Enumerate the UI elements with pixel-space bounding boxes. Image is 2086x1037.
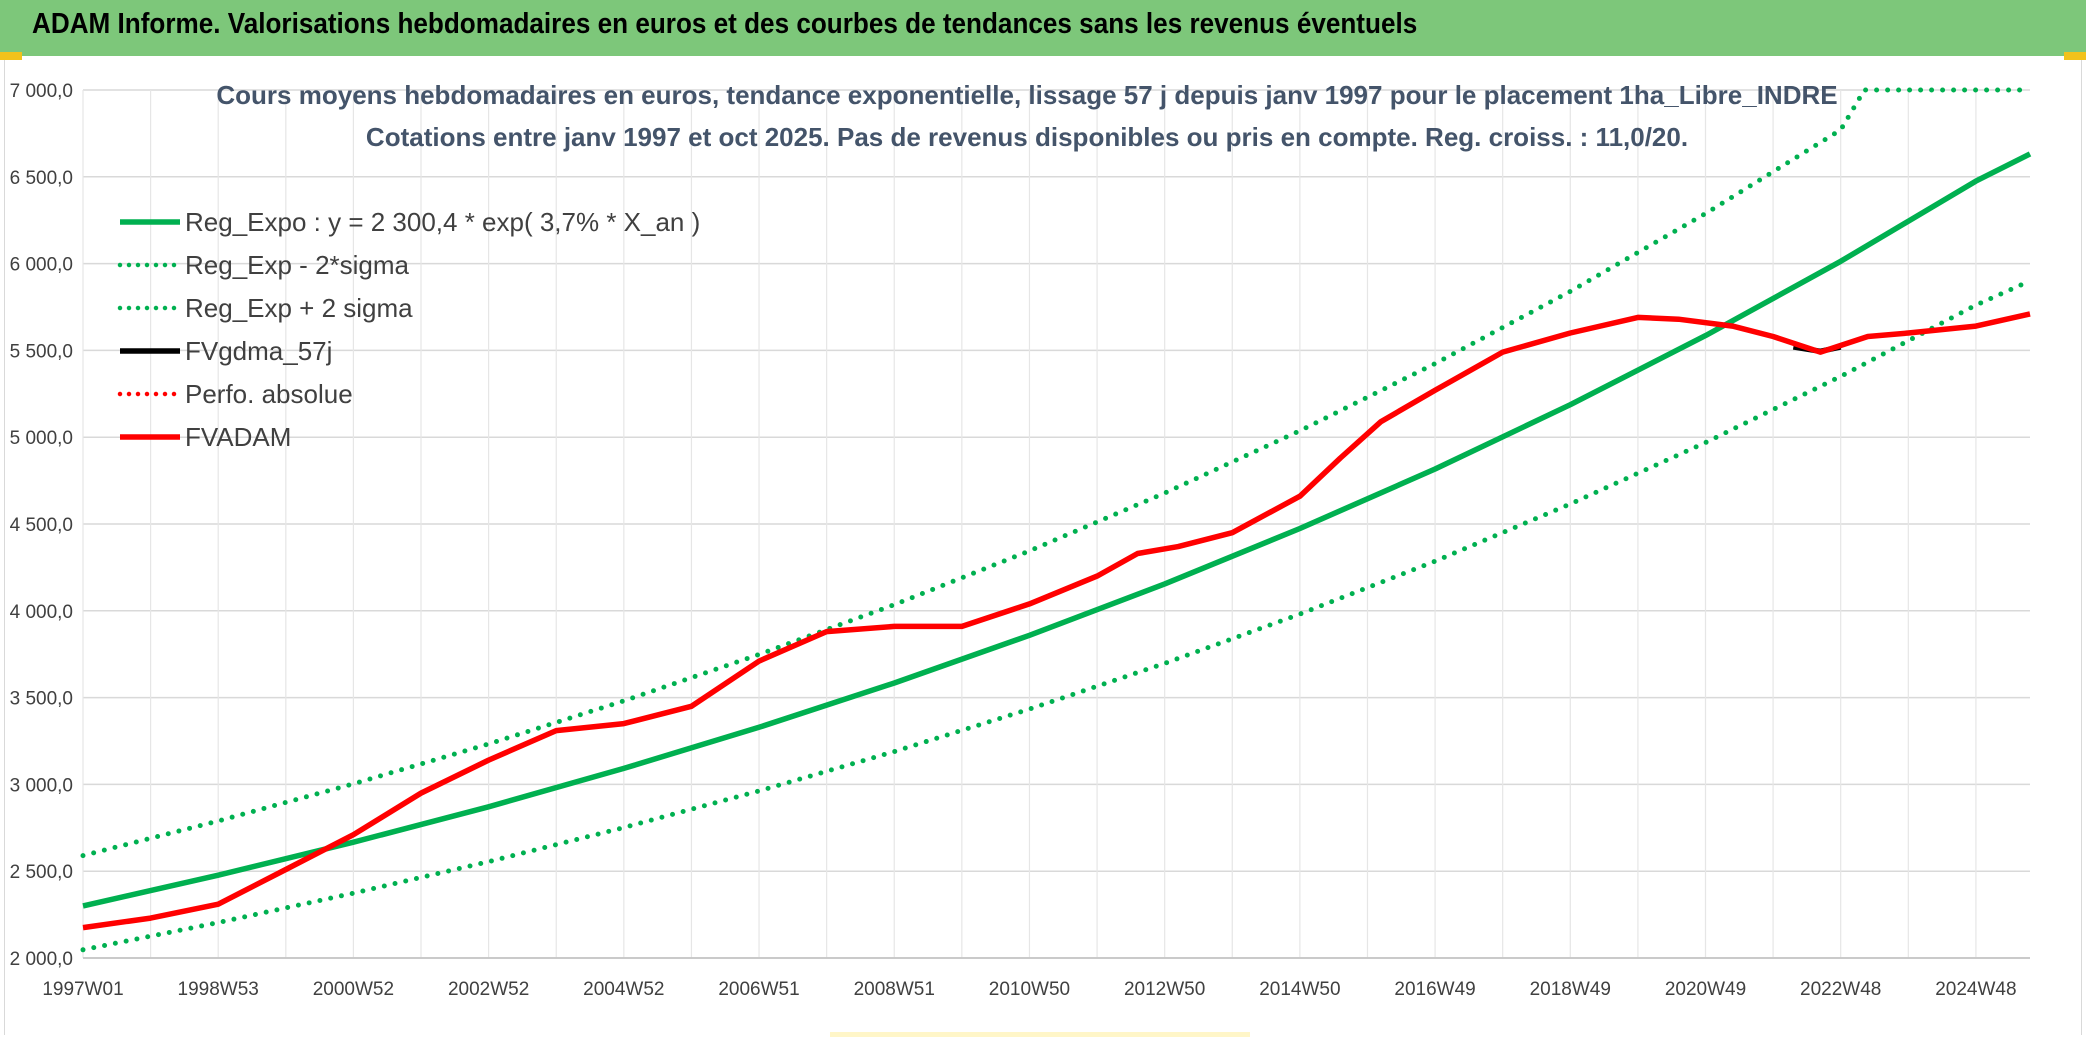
x-tick-label: 1998W53 — [178, 979, 259, 1000]
chart-area: 2 000,0 2 500,0 3 000,0 3 500,0 4 000,0 4 500… — [4, 60, 2082, 1035]
y-tick-label: 6 000,0 — [10, 255, 73, 276]
y-tick-label: 4 500,0 — [10, 515, 73, 536]
header-bar: ADAM Informe. Valorisations hebdomadaire… — [0, 0, 2086, 56]
x-tick-label: 2008W51 — [854, 979, 935, 1000]
legend-label: FVgdma_57j — [185, 336, 332, 366]
x-tick-label: 2016W49 — [1394, 979, 1475, 1000]
series-lines — [80, 87, 2033, 953]
series-line-fvadam — [82, 311, 2031, 931]
legend: Reg_Expo : y = 2 300,4 * exp( 3,7% * X_a… — [117, 207, 700, 452]
x-tick-label: 2024W48 — [1935, 979, 2016, 1000]
x-tick-label: 2022W48 — [1800, 979, 1881, 1000]
y-tick-label: 3 000,0 — [10, 775, 73, 796]
y-tick-label: 4 000,0 — [10, 602, 73, 623]
legend-label: FVADAM — [185, 422, 291, 452]
legend-label: Perfo. absolue — [185, 379, 353, 409]
x-tick-label: 2018W49 — [1530, 979, 1611, 1000]
right-corner-accent — [2064, 52, 2086, 60]
x-tick-label: 2014W50 — [1259, 979, 1340, 1000]
axis-ticks: 2 000,0 2 500,0 3 000,0 3 500,0 4 000,0 4 500… — [10, 81, 2017, 1000]
series-line-reg-exp-2-sigma — [80, 87, 2033, 859]
chart-title: Cours moyens hebdomadaires en euros, ten… — [216, 80, 1837, 110]
x-tick-label: 1997W01 — [42, 979, 123, 1000]
x-tick-label: 2006W51 — [718, 979, 799, 1000]
y-tick-label: 6 500,0 — [10, 168, 73, 189]
page-title: ADAM Informe. Valorisations hebdomadaire… — [32, 8, 1418, 40]
y-tick-label: 5 500,0 — [10, 341, 73, 362]
y-tick-label: 3 500,0 — [10, 689, 73, 710]
y-tick-label: 2 500,0 — [10, 862, 73, 883]
series-line-reg-expo-y-2-300-4-exp-3-7-x-an — [82, 151, 2032, 909]
x-tick-label: 2010W50 — [989, 979, 1070, 1000]
gridlines — [82, 89, 2030, 959]
x-tick-label: 2000W52 — [313, 979, 394, 1000]
x-tick-label: 2004W52 — [583, 979, 664, 1000]
series-line-reg-exp-2-sigma — [80, 278, 2033, 953]
y-tick-label: 5 000,0 — [10, 428, 73, 449]
y-tick-label: 2 000,0 — [10, 949, 73, 970]
bottom-accent — [830, 1032, 1250, 1037]
legend-label: Reg_Exp + 2 sigma — [185, 293, 413, 323]
x-tick-label: 2020W49 — [1665, 979, 1746, 1000]
left-corner-accent — [0, 52, 22, 60]
line-chart: 2 000,0 2 500,0 3 000,0 3 500,0 4 000,0 4 500… — [10, 80, 2033, 1000]
legend-label: Reg_Exp - 2*sigma — [185, 250, 410, 280]
x-tick-label: 2002W52 — [448, 979, 529, 1000]
legend-label: Reg_Expo : y = 2 300,4 * exp( 3,7% * X_a… — [185, 207, 700, 237]
y-tick-label: 7 000,0 — [10, 81, 73, 102]
x-tick-label: 2012W50 — [1124, 979, 1205, 1000]
chart-subtitle: Cotations entre janv 1997 et oct 2025. P… — [366, 122, 1688, 152]
